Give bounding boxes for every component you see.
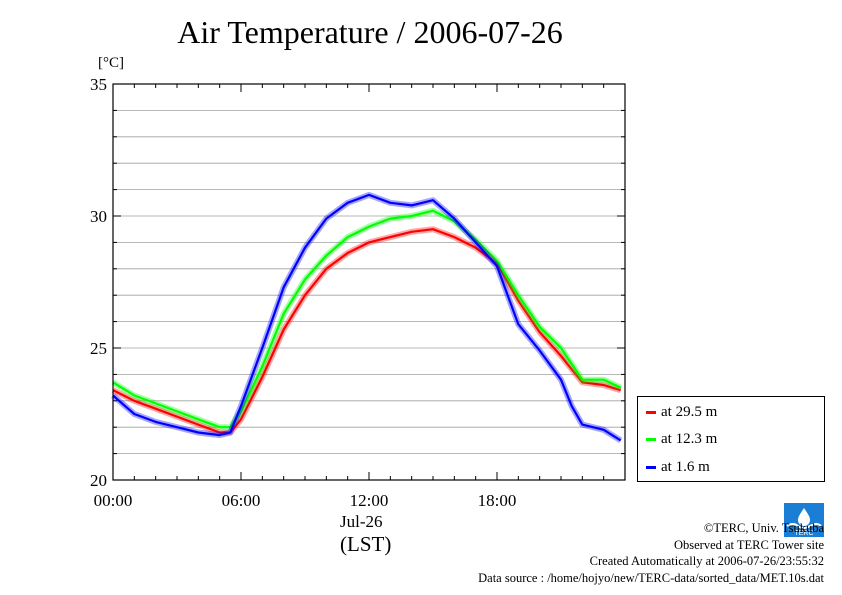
x-tick-label-12: 12:00 — [350, 491, 389, 510]
y-tick-label-25: 25 — [90, 339, 107, 358]
x-tick-label-6: 06:00 — [222, 491, 261, 510]
y-tick-label-20: 20 — [90, 471, 107, 490]
terc-logo-text: TERC — [794, 530, 813, 537]
series-line-2 — [112, 193, 622, 442]
series-halo-2 — [111, 191, 623, 443]
legend-item-1-6m: at 1.6 m — [646, 457, 710, 477]
y-tick-label-35: 35 — [90, 75, 107, 94]
x-tick-label-18: 18:00 — [478, 491, 517, 510]
legend-item-29-5m: at 29.5 m — [646, 402, 717, 422]
credits-site: Observed at TERC Tower site — [673, 537, 824, 552]
y-tick-label-30: 30 — [90, 207, 107, 226]
credits-block: ©TERC, Univ. Tsukuba Observed at TERC To… — [478, 520, 824, 586]
x-tick-label-0: 00:00 — [94, 491, 133, 510]
legend-item-12-3m: at 12.3 m — [646, 429, 717, 449]
legend-swatch-12-3m — [646, 437, 656, 441]
credits-source: Data source : /home/hojyo/new/TERC-data/… — [478, 570, 824, 585]
legend-swatch-29-5m — [646, 410, 656, 414]
terc-logo: TERC — [784, 503, 824, 537]
x-axis-timezone-label: (LST) — [340, 532, 392, 556]
series-line-0 — [112, 228, 622, 434]
series-line-1 — [112, 209, 622, 429]
legend-label-1-6m: at 1.6 m — [661, 458, 710, 475]
y-axis-unit: [°C] — [98, 55, 124, 71]
credits-created: Created Automatically at 2006-07-26/23:5… — [589, 554, 824, 568]
plot-frame — [112, 83, 626, 481]
credits-copyright: ©TERC, Univ. Tsukuba — [703, 521, 824, 535]
x-axis-date-label: Jul-26 — [340, 512, 383, 531]
legend: at 29.5 m at 12.3 m at 1.6 m — [637, 396, 825, 482]
legend-swatch-1-6m — [646, 465, 656, 469]
chart-title: Air Temperature / 2006-07-26 — [177, 14, 563, 50]
legend-label-29-5m: at 29.5 m — [661, 403, 718, 420]
legend-label-12-3m: at 12.3 m — [661, 430, 718, 447]
